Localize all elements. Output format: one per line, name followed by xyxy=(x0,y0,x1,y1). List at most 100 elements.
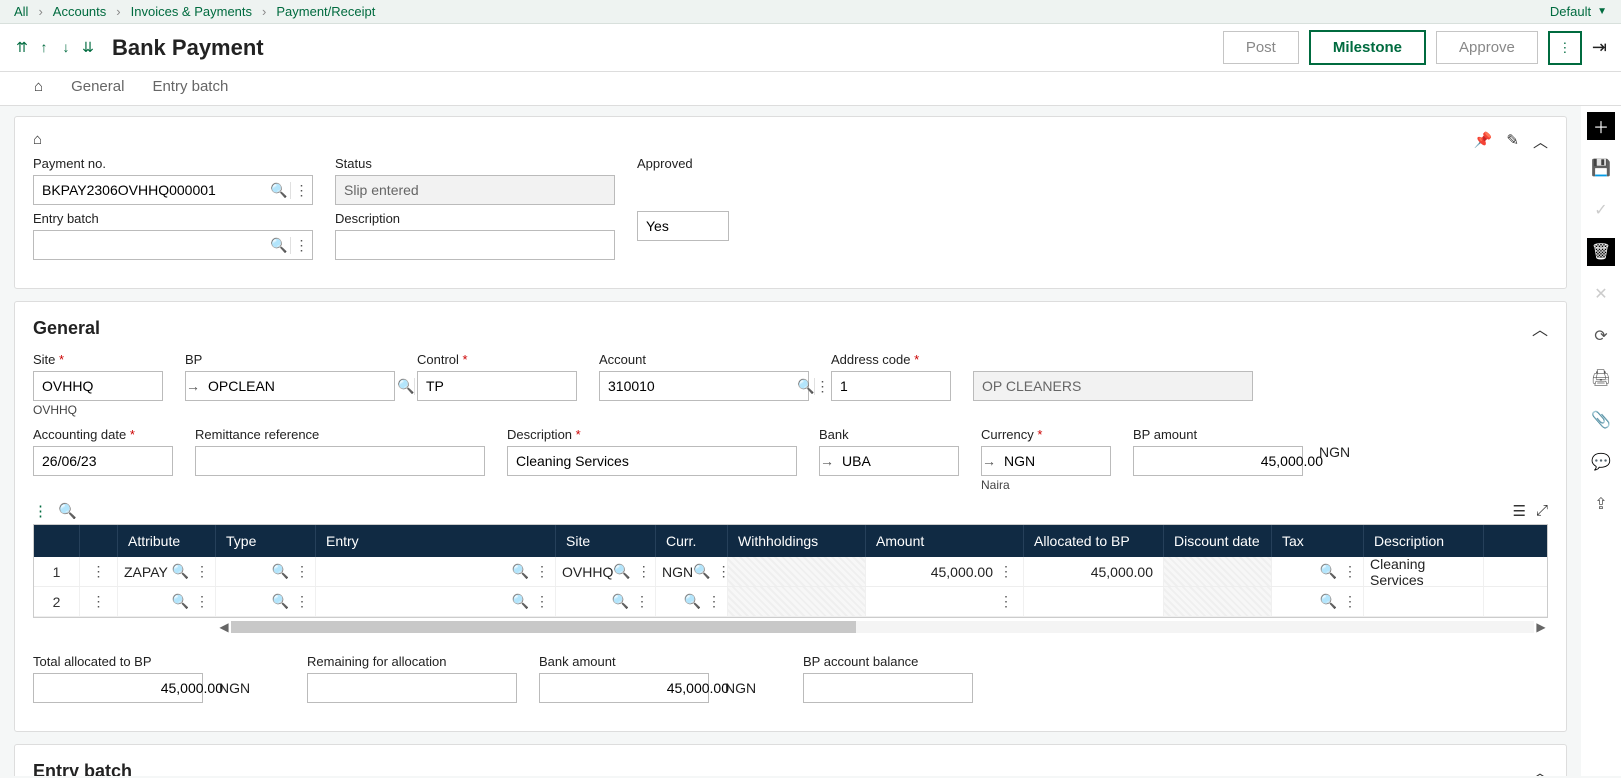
col-curr[interactable]: Curr. xyxy=(656,525,728,557)
link-icon[interactable]: → xyxy=(982,453,996,469)
col-entry[interactable]: Entry xyxy=(316,525,556,557)
site-input[interactable]: 🔍 ⋮ xyxy=(33,371,163,401)
exit-icon[interactable]: ⇥ xyxy=(1592,37,1607,58)
bp-input[interactable]: → 🔍 ⋮ xyxy=(185,371,395,401)
cell-site[interactable]: OVHHQ🔍⋮ xyxy=(556,557,656,586)
col-attribute[interactable]: Attribute xyxy=(118,525,216,557)
more-actions-button[interactable]: ⋮ xyxy=(1548,31,1582,65)
menu-icon[interactable]: ⋮ xyxy=(717,563,728,580)
prev-record-icon[interactable]: ↑ xyxy=(36,39,52,56)
cell-curr[interactable]: 🔍⋮ xyxy=(656,587,728,616)
search-icon[interactable]: 🔍 xyxy=(272,563,289,580)
search-icon[interactable]: 🔍 xyxy=(684,593,701,610)
cell-attribute[interactable]: ZAPAY🔍⋮ xyxy=(118,557,216,586)
refresh-icon[interactable]: ⟳ xyxy=(1587,322,1615,350)
link-icon[interactable]: → xyxy=(186,378,200,394)
search-icon[interactable]: 🔍 xyxy=(612,593,629,610)
address-code-input[interactable]: 🔍 ⋮ xyxy=(831,371,951,401)
bank-input[interactable]: → 🔍 ⋮ xyxy=(819,446,959,476)
cell-attribute[interactable]: 🔍⋮ xyxy=(118,587,216,616)
search-icon[interactable]: 🔍 xyxy=(172,593,189,610)
search-icon[interactable]: 🔍 xyxy=(272,593,289,610)
scroll-right-icon[interactable]: ▶ xyxy=(1534,620,1548,634)
description-input[interactable] xyxy=(507,446,797,476)
breadcrumb-current[interactable]: Payment/Receipt xyxy=(276,4,375,19)
col-withholdings[interactable]: Withholdings xyxy=(728,525,866,557)
comment-icon[interactable]: 💬 xyxy=(1587,448,1615,476)
first-record-icon[interactable]: ⇈ xyxy=(14,39,30,56)
description-header-input[interactable] xyxy=(335,230,615,260)
entry-batch-input[interactable]: 🔍 ⋮ xyxy=(33,230,313,260)
menu-icon[interactable]: ⋮ xyxy=(295,593,309,610)
accounting-date-input[interactable]: 🗓 xyxy=(33,446,173,476)
breadcrumb-accounts[interactable]: Accounts xyxy=(53,4,106,19)
edit-icon[interactable]: ✎ xyxy=(1506,131,1519,152)
menu-icon[interactable]: ⋮ xyxy=(814,378,829,395)
search-icon[interactable]: 🔍 xyxy=(512,563,529,580)
menu-icon[interactable]: ⋮ xyxy=(290,237,312,254)
remittance-input[interactable] xyxy=(195,446,485,476)
cell-tax[interactable]: 🔍⋮ xyxy=(1272,587,1364,616)
cell-amount[interactable]: ⋮ xyxy=(866,587,1024,616)
col-description[interactable]: Description xyxy=(1364,525,1484,557)
row-menu-icon[interactable]: ⋮ xyxy=(80,557,118,586)
pin-icon[interactable]: 📌 xyxy=(1474,131,1493,152)
approve-button[interactable]: Approve xyxy=(1436,31,1538,64)
milestone-button[interactable]: Milestone xyxy=(1309,30,1426,65)
search-icon[interactable]: 🔍 xyxy=(397,378,414,395)
row-menu-icon[interactable]: ⋮ xyxy=(80,587,118,616)
cell-entry[interactable]: 🔍⋮ xyxy=(316,587,556,616)
search-icon[interactable]: 🔍 xyxy=(268,237,290,254)
payment-no-input[interactable]: 🔍 ⋮ xyxy=(33,175,313,205)
menu-icon[interactable]: ⋮ xyxy=(635,593,649,610)
grid-menu-icon[interactable]: ⋮ xyxy=(33,502,48,520)
search-icon[interactable]: 🔍 xyxy=(797,378,814,395)
breadcrumb-invoices[interactable]: Invoices & Payments xyxy=(131,4,252,19)
cell-site[interactable]: 🔍⋮ xyxy=(556,587,656,616)
search-icon[interactable]: 🔍 xyxy=(613,563,630,580)
cell-description[interactable] xyxy=(1364,587,1484,616)
currency-input[interactable]: → 🔍 ⋮ xyxy=(981,446,1111,476)
next-record-icon[interactable]: ↓ xyxy=(58,39,74,56)
search-icon[interactable]: 🔍 xyxy=(172,563,189,580)
menu-icon[interactable]: ⋮ xyxy=(637,563,651,580)
menu-icon[interactable]: ⋮ xyxy=(535,593,549,610)
share-icon[interactable]: ⇪ xyxy=(1587,490,1615,518)
cell-tax[interactable]: 🔍⋮ xyxy=(1272,557,1364,586)
cell-type[interactable]: 🔍⋮ xyxy=(216,557,316,586)
transaction-selector[interactable]: Default▼ xyxy=(1550,4,1607,19)
bp-amount-input[interactable] xyxy=(1133,446,1303,476)
menu-icon[interactable]: ⋮ xyxy=(1343,563,1357,580)
col-site[interactable]: Site xyxy=(556,525,656,557)
home-small-icon[interactable]: ⌂ xyxy=(33,131,42,148)
search-icon[interactable]: 🔍 xyxy=(1320,593,1337,610)
menu-icon[interactable]: ⋮ xyxy=(195,593,209,610)
menu-icon[interactable]: ⋮ xyxy=(535,563,549,580)
menu-icon[interactable]: ⋮ xyxy=(707,593,721,610)
attachment-icon[interactable]: 📎 xyxy=(1587,406,1615,434)
search-icon[interactable]: 🔍 xyxy=(512,593,529,610)
collapse-icon[interactable]: ︿ xyxy=(1532,316,1548,340)
col-type[interactable]: Type xyxy=(216,525,316,557)
tab-general[interactable]: General xyxy=(71,78,124,95)
collapse-icon[interactable]: ︿ xyxy=(1532,759,1548,776)
menu-icon[interactable]: ⋮ xyxy=(999,563,1013,580)
cell-type[interactable]: 🔍⋮ xyxy=(216,587,316,616)
menu-icon[interactable]: ⋮ xyxy=(999,593,1013,610)
breadcrumb-all[interactable]: All xyxy=(14,4,28,19)
cell-entry[interactable]: 🔍⋮ xyxy=(316,557,556,586)
grid-search-icon[interactable]: 🔍 xyxy=(58,502,77,520)
tab-entry-batch[interactable]: Entry batch xyxy=(152,78,228,95)
menu-icon[interactable]: ⋮ xyxy=(195,563,209,580)
layers-icon[interactable]: ☰ xyxy=(1513,502,1526,520)
cell-curr[interactable]: NGN🔍⋮ xyxy=(656,557,728,586)
menu-icon[interactable]: ⋮ xyxy=(1343,593,1357,610)
grid-hscrollbar[interactable]: ◀ ▶ xyxy=(33,618,1548,636)
col-discount[interactable]: Discount date xyxy=(1164,525,1272,557)
search-icon[interactable]: 🔍 xyxy=(693,563,710,580)
control-input[interactable]: 🔍 ⋮ xyxy=(417,371,577,401)
account-input[interactable]: 🔍 ⋮ xyxy=(599,371,809,401)
cell-amount[interactable]: 45,000.00⋮ xyxy=(866,557,1024,586)
search-icon[interactable]: 🔍 xyxy=(268,182,290,199)
col-tax[interactable]: Tax xyxy=(1272,525,1364,557)
